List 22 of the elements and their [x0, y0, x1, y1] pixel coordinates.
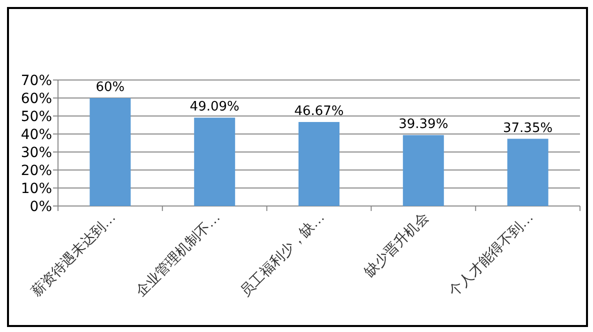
x-tick-label: 缺少晋升机会 [362, 210, 432, 280]
y-tick-label: 20% [20, 163, 52, 179]
x-tick-label: 个人才能得不到… [446, 210, 537, 300]
x-tick-label: 企业管理机制不… [132, 210, 224, 300]
y-tick-label: 70% [20, 73, 52, 89]
data-label: 46.67% [294, 104, 344, 119]
data-label: 49.09% [190, 100, 240, 115]
y-tick-label: 30% [20, 145, 52, 161]
bar [194, 118, 236, 206]
data-label: 39.39% [398, 117, 448, 132]
y-tick-label: 10% [20, 181, 52, 197]
x-tick-label: 员工福利少，缺… [237, 210, 328, 300]
y-tick-label: 60% [20, 91, 52, 107]
bar [402, 135, 444, 206]
y-tick-label: 40% [20, 127, 52, 143]
bar [90, 98, 131, 206]
bar [298, 122, 340, 206]
y-tick-label: 0% [30, 199, 52, 215]
bar [507, 138, 548, 206]
y-tick-label: 50% [20, 109, 52, 125]
data-label: 37.35% [503, 120, 553, 136]
data-label: 60% [96, 80, 125, 95]
